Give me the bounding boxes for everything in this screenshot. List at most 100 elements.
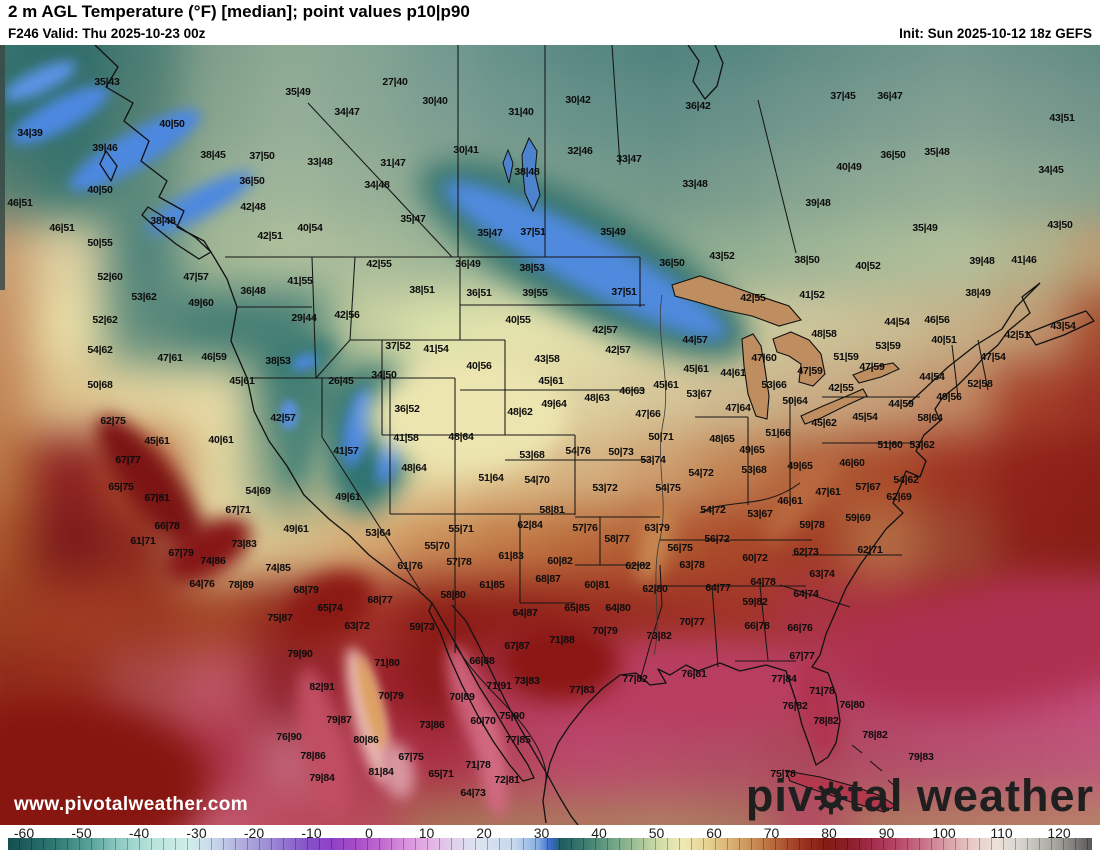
temp-feature-s-texas-hot <box>500 625 620 701</box>
colorbar-tick: -40 <box>128 825 150 841</box>
lake-huron <box>772 331 826 387</box>
temp-field-cell <box>106 290 184 366</box>
temp-field-cell <box>180 578 258 654</box>
vancouver-island <box>141 206 212 260</box>
colorbar-tick: 20 <box>476 825 492 841</box>
temp-field-cell <box>846 723 924 798</box>
lake-michigan <box>741 333 770 420</box>
temp-field-cell <box>180 290 258 366</box>
temp-field-cell <box>254 74 332 150</box>
temp-field-cell <box>402 74 480 150</box>
temp-field-cell <box>772 578 850 654</box>
temp-field-cell <box>846 290 924 366</box>
temp-field-cell <box>1068 507 1100 582</box>
temp-field-cell <box>698 74 776 150</box>
temp-field-cell <box>994 435 1072 510</box>
temp-field-cell <box>994 363 1072 438</box>
temp-field-cell <box>698 45 776 78</box>
temperature-colorbar <box>8 838 1092 850</box>
temp-field-cell <box>550 45 628 78</box>
temp-field-cell <box>328 219 406 294</box>
temp-field-cell <box>994 290 1072 366</box>
colorbar-tick: -20 <box>243 825 265 841</box>
temp-field-cell <box>402 507 480 582</box>
temperature-legend: -60 -50 -40 -30 -20 -10 0 10 20 30 40 50 60 70 80 90 100… <box>0 825 1100 850</box>
colorbar-tick: 10 <box>418 825 435 841</box>
temp-field-cell <box>624 578 702 654</box>
temp-field-cell <box>994 219 1072 294</box>
temp-field-cell <box>32 219 110 294</box>
lake-erie <box>800 388 868 425</box>
temp-field-cell <box>32 507 110 582</box>
pacific-coast <box>94 45 433 604</box>
temp-field-cell <box>550 795 628 825</box>
temp-field-cell <box>476 74 554 150</box>
temp-field-cell <box>550 435 628 510</box>
logo-text-part1: piv <box>745 770 814 821</box>
lake-ontario <box>852 362 900 384</box>
header: 2 m AGL Temperature (°F) [median]; point… <box>0 0 1100 45</box>
rivers <box>653 294 667 656</box>
temp-field-cell <box>920 723 998 798</box>
coastlines <box>94 45 1095 825</box>
temp-field-cell <box>698 723 776 798</box>
temp-field-cell <box>254 795 332 825</box>
temp-field-cell <box>328 290 406 366</box>
temp-field-cell <box>402 45 480 78</box>
st-lawrence <box>904 282 1041 408</box>
temp-field-cell <box>402 290 480 366</box>
temp-field-cell <box>772 45 850 78</box>
colorbar-tick: 120 <box>1047 825 1071 841</box>
cuba <box>785 770 898 813</box>
temp-field-cell <box>32 578 110 654</box>
temp-field-cell <box>1068 45 1100 78</box>
logo-text-part2: tal weather <box>847 770 1094 821</box>
temp-field-cell <box>328 507 406 582</box>
temp-field-cell <box>624 723 702 798</box>
temp-field-cell <box>994 45 1072 78</box>
colorbar-tick: 30 <box>533 825 550 841</box>
temp-field-cell <box>550 507 628 582</box>
nova-scotia <box>1027 310 1095 346</box>
temp-field-cell <box>698 435 776 510</box>
temp-field-cell <box>920 290 998 366</box>
colorbar-tick: 50 <box>648 825 665 841</box>
james-bay <box>687 45 724 100</box>
colorbar-tick: 70 <box>763 825 780 841</box>
temp-field-cell <box>994 507 1072 582</box>
temp-field-cell <box>32 435 110 510</box>
temp-field-cell <box>1068 435 1100 510</box>
temp-field-cell <box>402 795 480 825</box>
temp-field-cell <box>1068 363 1100 438</box>
temp-field-cell <box>254 507 332 582</box>
colorbar-tick: 100 <box>932 825 956 841</box>
temp-field-cell <box>698 795 776 825</box>
watermark: www.pivotalweather.com <box>14 794 249 815</box>
temp-field-cell <box>846 45 924 78</box>
temp-field-cell <box>0 507 36 582</box>
temp-field-cell <box>0 435 36 510</box>
temp-field-cell <box>476 45 554 78</box>
colorbar-cell-lines <box>8 838 1092 850</box>
map-edge <box>0 45 5 290</box>
haida-gwaii <box>99 150 118 182</box>
colorbar-tick: -10 <box>301 825 322 841</box>
temp-field-cell <box>1068 795 1100 825</box>
temp-field-cell <box>1068 290 1100 366</box>
temp-field-cell <box>476 290 554 366</box>
temp-field-cell <box>180 45 258 78</box>
atlantic-gulf-coast <box>542 282 1041 824</box>
temp-field-cell <box>846 507 924 582</box>
temp-field-cell <box>994 795 1072 825</box>
temp-field-cell <box>698 146 776 222</box>
pivotal-weather-logo: piv tal weather <box>746 770 1094 822</box>
temp-field-cell <box>0 219 36 294</box>
bahamas <box>851 744 899 790</box>
temp-field-cell <box>1068 74 1100 150</box>
temp-field-cell <box>106 45 184 78</box>
temp-field-cell <box>0 578 36 654</box>
colorbar-tick: -50 <box>71 825 92 841</box>
weather-map <box>0 45 1100 825</box>
colorbar-tick: 60 <box>706 825 722 841</box>
temp-feature-plains-mild <box>368 362 568 472</box>
